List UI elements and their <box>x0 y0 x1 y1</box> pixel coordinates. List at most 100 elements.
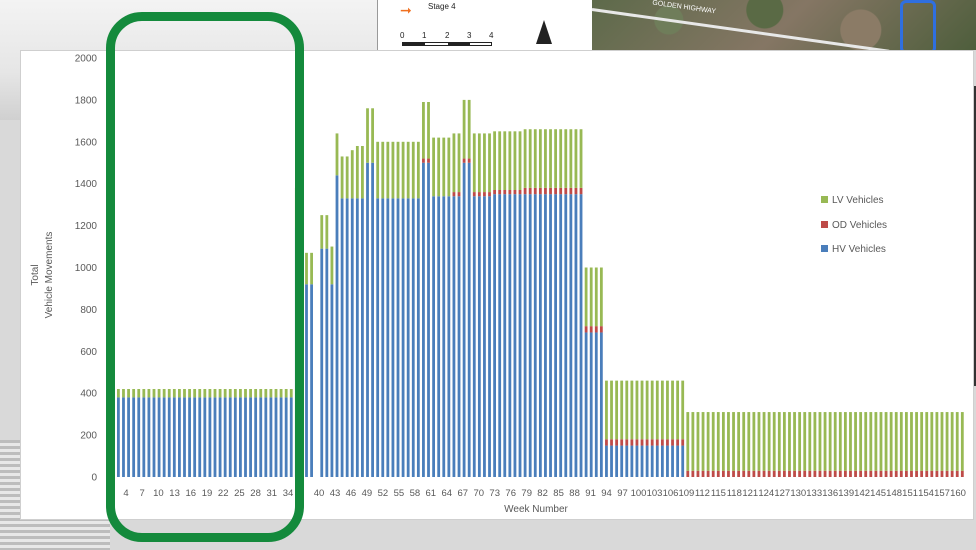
bar-segment-lv-vehicles <box>905 412 908 471</box>
bar-segment-od-vehicles <box>752 471 755 477</box>
bar-segment-lv-vehicles <box>381 142 384 199</box>
bar-segment-od-vehicles <box>732 471 735 477</box>
x-tick-label: 70 <box>474 488 485 499</box>
bar-segment-lv-vehicles <box>529 129 532 188</box>
bar-segment-hv-vehicles <box>468 163 471 477</box>
bar-segment-lv-vehicles <box>427 102 430 159</box>
road-label: GOLDEN HIGHWAY <box>652 0 717 15</box>
bar-segment-od-vehicles <box>539 188 542 194</box>
bar-segment-lv-vehicles <box>514 131 517 190</box>
bar-segment-lv-vehicles <box>564 129 567 188</box>
bar-segment-lv-vehicles <box>437 138 440 197</box>
bar-segment-od-vehicles <box>666 439 669 445</box>
bar-segment-lv-vehicles <box>417 142 420 199</box>
bar-segment-od-vehicles <box>702 471 705 477</box>
bar-segment-lv-vehicles <box>808 412 811 471</box>
bar-segment-lv-vehicles <box>361 146 364 198</box>
x-tick-label: 106 <box>663 488 679 499</box>
x-tick-label: 43 <box>330 488 341 499</box>
bar-segment-hv-vehicles <box>402 198 405 477</box>
highlight-rectangle <box>106 12 304 542</box>
bar-segment-lv-vehicles <box>478 133 481 192</box>
bar-segment-lv-vehicles <box>590 268 593 327</box>
bar-segment-hv-vehicles <box>483 196 486 477</box>
bar-segment-lv-vehicles <box>453 133 456 192</box>
bar-segment-lv-vehicles <box>915 412 918 471</box>
bar-segment-od-vehicles <box>508 190 511 194</box>
bar-segment-hv-vehicles <box>620 446 623 477</box>
x-tick-label: 49 <box>362 488 373 499</box>
x-tick-label: 76 <box>505 488 516 499</box>
bar-segment-lv-vehicles <box>336 133 339 175</box>
bar-segment-hv-vehicles <box>498 194 501 477</box>
x-tick-label: 64 <box>442 488 453 499</box>
bar-segment-lv-vehicles <box>702 412 705 471</box>
bar-segment-hv-vehicles <box>656 446 659 477</box>
x-tick-label: 127 <box>774 488 790 499</box>
bar-segment-od-vehicles <box>630 439 633 445</box>
bar-segment-lv-vehicles <box>849 412 852 471</box>
bar-segment-od-vehicles <box>742 471 745 477</box>
bar-segment-hv-vehicles <box>473 196 476 477</box>
bar-segment-od-vehicles <box>641 439 644 445</box>
bar-segment-lv-vehicles <box>686 412 689 471</box>
bar-segment-od-vehicles <box>595 326 598 332</box>
bar-segment-lv-vehicles <box>890 412 893 471</box>
bar-segment-od-vehicles <box>503 190 506 194</box>
scale-label: 2 <box>445 31 449 40</box>
bar-segment-od-vehicles <box>808 471 811 477</box>
bar-segment-lv-vehicles <box>331 247 334 285</box>
x-tick-label: 130 <box>790 488 806 499</box>
bar-segment-hv-vehicles <box>458 196 461 477</box>
bar-segment-hv-vehicles <box>549 194 552 477</box>
y-tick-label: 2000 <box>75 54 98 65</box>
bar-segment-od-vehicles <box>422 159 425 163</box>
bar-segment-lv-vehicles <box>351 150 354 198</box>
bar-segment-hv-vehicles <box>442 196 445 477</box>
bar-segment-lv-vehicles <box>813 412 816 471</box>
bar-segment-lv-vehicles <box>544 129 547 188</box>
bar-segment-lv-vehicles <box>325 215 328 249</box>
bar-segment-od-vehicles <box>514 190 517 194</box>
bar-segment-od-vehicles <box>783 471 786 477</box>
bar-segment-od-vehicles <box>900 471 903 477</box>
bar-segment-od-vehicles <box>874 471 877 477</box>
bar-segment-hv-vehicles <box>671 446 674 477</box>
bar-segment-lv-vehicles <box>742 412 745 471</box>
bar-segment-lv-vehicles <box>463 100 466 159</box>
bar-segment-hv-vehicles <box>432 196 435 477</box>
bar-segment-lv-vehicles <box>941 412 944 471</box>
aerial-map-image: GOLDEN HIGHWAY <box>592 0 976 50</box>
bar-segment-od-vehicles <box>824 471 827 477</box>
bar-segment-lv-vehicles <box>656 381 659 440</box>
bar-segment-lv-vehicles <box>717 412 720 471</box>
y-tick-label: 1800 <box>75 95 98 106</box>
x-tick-label: 67 <box>458 488 469 499</box>
bar-segment-hv-vehicles <box>661 446 664 477</box>
bar-segment-lv-vehicles <box>844 412 847 471</box>
bar-segment-hv-vehicles <box>508 194 511 477</box>
bar-segment-lv-vehicles <box>864 412 867 471</box>
legend-swatch-lv <box>821 196 828 203</box>
bar-segment-lv-vehicles <box>737 412 740 471</box>
bar-segment-od-vehicles <box>463 159 466 163</box>
x-tick-label: 139 <box>838 488 854 499</box>
bar-segment-lv-vehicles <box>468 100 471 159</box>
bar-segment-od-vehicles <box>590 326 593 332</box>
x-tick-label: 157 <box>934 488 950 499</box>
bar-segment-hv-vehicles <box>392 198 395 477</box>
x-tick-label: 118 <box>727 488 742 499</box>
bar-segment-lv-vehicles <box>651 381 654 440</box>
bar-segment-hv-vehicles <box>651 446 654 477</box>
bar-segment-od-vehicles <box>707 471 710 477</box>
x-axis-label: Week Number <box>504 504 568 515</box>
bar-segment-lv-vehicles <box>310 253 313 284</box>
bar-segment-lv-vehicles <box>524 129 527 188</box>
bar-segment-lv-vehicles <box>681 381 684 440</box>
x-tick-label: 94 <box>601 488 612 499</box>
bar-segment-od-vehicles <box>839 471 842 477</box>
bar-segment-od-vehicles <box>758 471 761 477</box>
bar-segment-lv-vehicles <box>880 412 883 471</box>
legend-label-lv: LV Vehicles <box>832 195 884 206</box>
bar-segment-od-vehicles <box>722 471 725 477</box>
